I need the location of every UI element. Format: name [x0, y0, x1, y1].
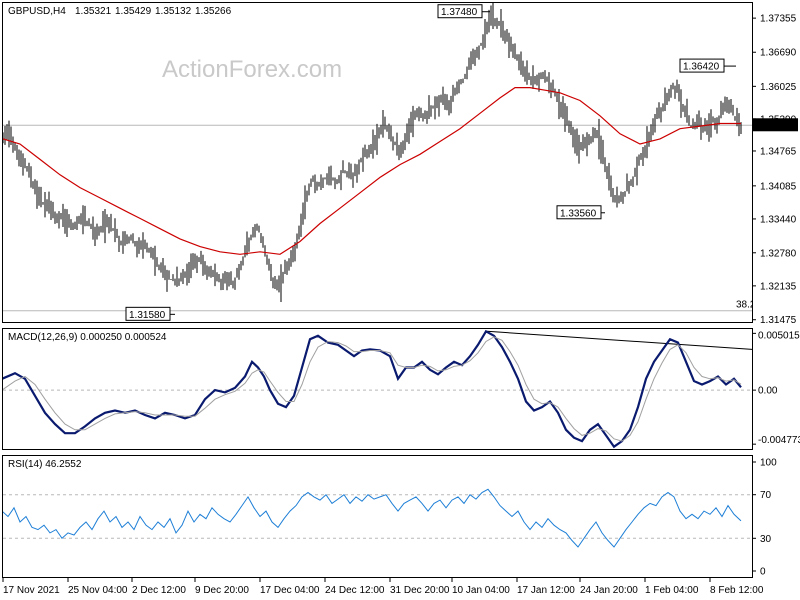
macd-pane-frame	[2, 328, 753, 450]
close-value: 1.35266	[195, 6, 232, 17]
annotation-label: 1.37480	[441, 7, 478, 18]
annotation-box	[437, 4, 483, 19]
price-tick-label: 1.36025	[760, 82, 797, 93]
annotation-label: 1.33560	[560, 208, 597, 219]
macd-trendline	[486, 330, 752, 350]
price-marks: 38.2	[3, 3, 756, 312]
open-value: 1.35321	[75, 6, 112, 17]
macd-marks	[3, 329, 752, 449]
time-tick-label: 2 Dec 12:00	[132, 585, 186, 596]
macd-signal-line	[3, 336, 742, 442]
time-tick-label: 25 Nov 04:00	[68, 585, 128, 596]
price-pane-frame	[2, 2, 753, 323]
macd-main-line	[3, 329, 742, 449]
last-price-label: 1.35266	[758, 121, 795, 132]
time-tick-label: 1 Feb 04:00	[645, 585, 699, 596]
annotation-box	[125, 306, 171, 321]
low-value: 1.35132	[155, 6, 192, 17]
price-tick-label: 1.37355	[760, 14, 797, 25]
time-tick-label: 8 Feb 12:00	[710, 585, 764, 596]
rsi-tick-label: 100	[760, 458, 777, 469]
annotation-box	[679, 58, 725, 73]
watermark: ActionForex.com	[162, 56, 342, 83]
moving-average-line	[3, 87, 741, 255]
macd-axis: 0.005015 0.00 -0.004773	[752, 330, 800, 446]
time-tick-label: 10 Jan 04:00	[452, 585, 510, 596]
rsi-pane: RSI(14) 46.2552 100 70 30 0	[2, 455, 777, 578]
rsi-axis: 100 70 30 0	[752, 458, 777, 578]
annotation-label: 1.31580	[129, 310, 166, 321]
price-tick-label: 1.33440	[760, 214, 797, 225]
time-tick-label: 17 Dec 04:00	[260, 585, 320, 596]
time-tick-label: 9 Dec 20:00	[195, 585, 249, 596]
macd-tick-label: -0.004773	[758, 435, 800, 446]
macd-tick-label: 0.005015	[758, 330, 800, 341]
rsi-marks	[3, 488, 752, 548]
price-tick-label: 1.34765	[760, 146, 797, 157]
price-pane: ActionForex.com 38.2 GBPUSD,H4 1.35321 1…	[2, 2, 798, 326]
time-tick-label: 31 Dec 20:00	[390, 585, 450, 596]
price-tick-label: 1.36690	[760, 48, 797, 59]
time-tick-label: 17 Jan 12:00	[517, 585, 575, 596]
symbol-label: GBPUSD,H4	[8, 6, 66, 17]
annotation-label: 1.36420	[683, 62, 720, 73]
macd-tick-label: 0.00	[758, 386, 778, 397]
rsi-tick-label: 70	[760, 490, 772, 501]
rsi-line	[3, 488, 742, 548]
time-tick-label: 24 Dec 12:00	[325, 585, 385, 596]
price-tick-label: 1.31475	[760, 315, 797, 326]
time-tick-label: 24 Jan 20:00	[580, 585, 638, 596]
time-tick-label: 17 Nov 2021	[3, 585, 60, 596]
time-axis: 17 Nov 2021 25 Nov 04:00 2 Dec 12:00 9 Dec …	[2, 577, 764, 596]
fib-level-label: 38.2	[736, 300, 756, 311]
price-tick-label: 1.32780	[760, 248, 797, 259]
macd-pane: MACD(12,26,9) 0.000250 0.000524 0.005015…	[2, 328, 800, 450]
price-axis: 1.373551.366901.360251.353901.347651.340…	[752, 14, 798, 326]
price-annotations: 1.37480 1.36420 1.33560 1.31580	[125, 4, 736, 321]
price-tick-label: 1.32135	[760, 281, 797, 292]
macd-label: MACD(12,26,9) 0.000250 0.000524	[8, 332, 167, 343]
rsi-tick-label: 30	[760, 534, 772, 545]
rsi-tick-label: 0	[760, 567, 766, 578]
rsi-label: RSI(14) 46.2552	[8, 459, 82, 470]
annotation-box	[556, 205, 602, 220]
price-tick-label: 1.34085	[760, 181, 797, 192]
rsi-pane-frame	[2, 455, 753, 578]
last-price-box	[753, 118, 798, 132]
high-value: 1.35429	[115, 6, 152, 17]
